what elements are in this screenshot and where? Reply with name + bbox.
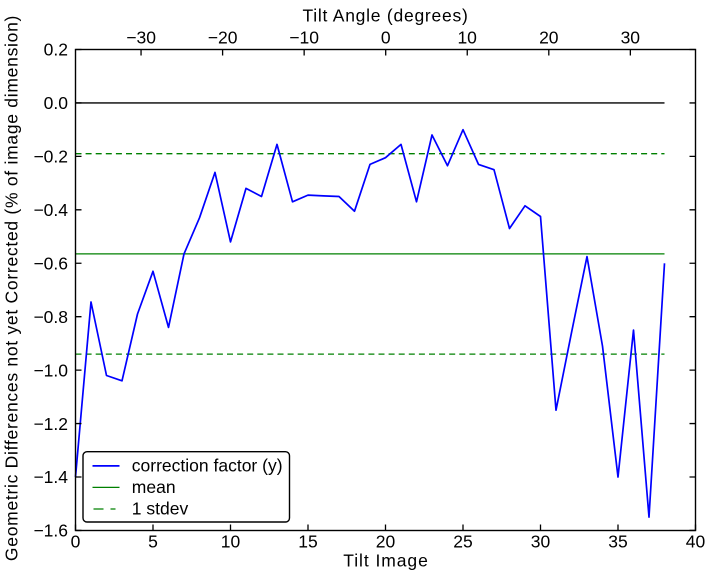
svg-text:−1.2: −1.2	[33, 414, 68, 434]
svg-text:−20: −20	[208, 28, 238, 48]
svg-text:Tilt Angle (degrees): Tilt Angle (degrees)	[302, 5, 468, 25]
svg-text:35: 35	[608, 531, 627, 551]
svg-text:15: 15	[298, 531, 317, 551]
svg-text:10: 10	[221, 531, 241, 551]
svg-text:5: 5	[148, 531, 158, 551]
svg-text:−0.6: −0.6	[33, 254, 68, 274]
svg-text:−1.0: −1.0	[33, 360, 68, 380]
svg-text:0.2: 0.2	[44, 40, 68, 60]
svg-text:Geometric Differences not yet: Geometric Differences not yet Corrected …	[2, 15, 22, 561]
svg-text:0.0: 0.0	[44, 93, 69, 113]
svg-text:10: 10	[457, 28, 477, 48]
svg-text:−1.4: −1.4	[33, 467, 68, 487]
svg-text:0: 0	[381, 28, 391, 48]
svg-text:40: 40	[686, 531, 706, 551]
svg-text:20: 20	[539, 28, 559, 48]
svg-text:−30: −30	[126, 28, 156, 48]
svg-text:−10: −10	[289, 28, 319, 48]
svg-text:30: 30	[621, 28, 641, 48]
svg-text:1 stdev: 1 stdev	[132, 499, 189, 519]
svg-text:−0.2: −0.2	[33, 147, 68, 167]
svg-text:Tilt Image: Tilt Image	[343, 551, 428, 571]
svg-text:−0.4: −0.4	[33, 200, 68, 220]
svg-text:mean: mean	[132, 477, 176, 497]
svg-text:−1.6: −1.6	[33, 521, 68, 541]
svg-text:−0.8: −0.8	[33, 307, 68, 327]
svg-text:20: 20	[376, 531, 396, 551]
svg-text:25: 25	[453, 531, 472, 551]
svg-text:0: 0	[71, 531, 81, 551]
svg-text:correction factor (y): correction factor (y)	[132, 456, 283, 476]
svg-text:30: 30	[531, 531, 551, 551]
